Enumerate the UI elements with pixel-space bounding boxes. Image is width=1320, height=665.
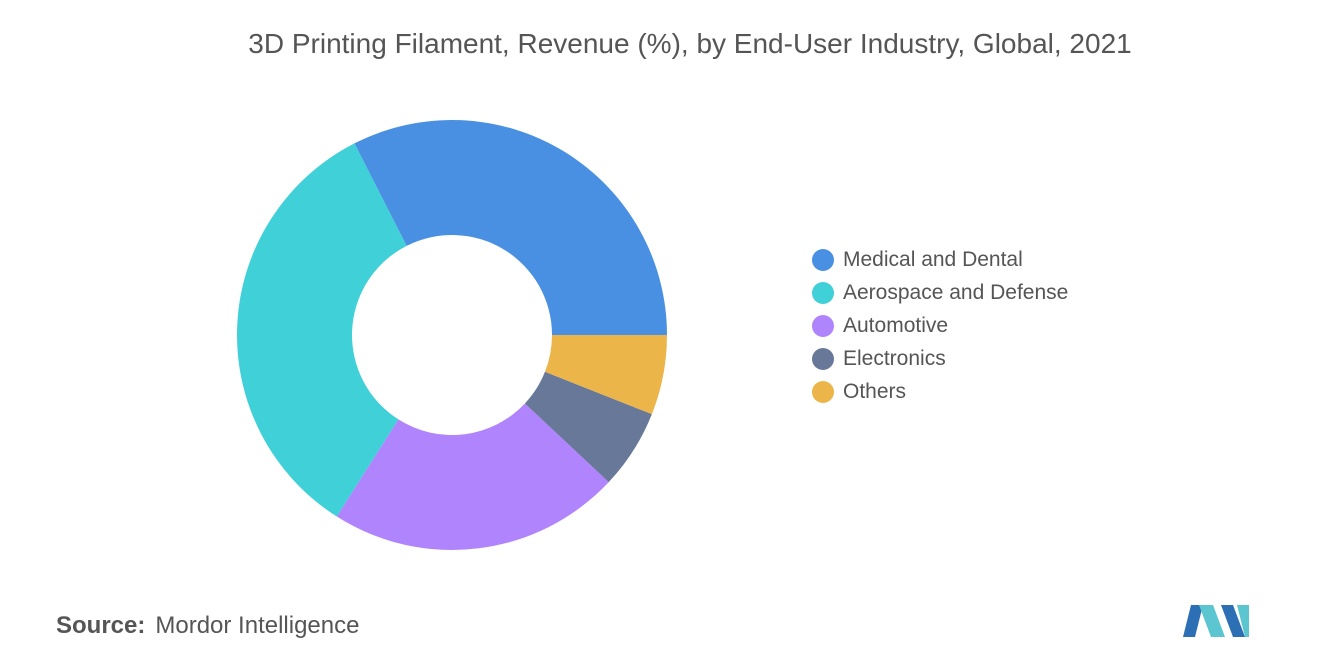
chart-legend: Medical and Dental Aerospace and Defense A… <box>812 243 1068 408</box>
donut-slice-aerospace-and-defense <box>236 143 407 517</box>
legend-label: Aerospace and Defense <box>843 280 1069 304</box>
legend-item-others: Others <box>812 375 1068 408</box>
legend-swatch <box>812 380 834 403</box>
legend-label: Others <box>843 379 907 403</box>
legend-swatch <box>812 347 834 370</box>
legend-label: Medical and Dental <box>843 247 1023 271</box>
logo-right-bar <box>1237 605 1249 637</box>
donut-slice-medical-and-dental <box>354 119 667 335</box>
donut-slice-electronics <box>524 371 652 483</box>
legend-item-medical-and-dental: Medical and Dental <box>812 243 1068 276</box>
chart-title: 3D Printing Filament, Revenue (%), by En… <box>248 28 1132 59</box>
donut-slice-automotive <box>336 403 609 550</box>
donut-slice-others <box>544 335 667 415</box>
source-label: Source: <box>56 612 146 639</box>
legend-swatch <box>812 248 834 271</box>
source-note: Source: Mordor Intelligence <box>56 612 359 640</box>
logo-middle-stroke <box>1199 605 1225 637</box>
logo-right-stroke <box>1221 605 1245 637</box>
legend-item-aerospace-and-defense: Aerospace and Defense <box>812 276 1068 309</box>
legend-label: Electronics <box>843 346 946 370</box>
legend-item-automotive: Automotive <box>812 309 1068 342</box>
legend-swatch <box>812 314 834 337</box>
legend-item-electronics: Electronics <box>812 342 1068 375</box>
donut-slices <box>236 119 667 550</box>
source-text: Mordor Intelligence <box>155 612 360 639</box>
logo-left-stroke <box>1183 605 1203 637</box>
legend-label: Automotive <box>843 313 949 337</box>
mordor-intelligence-logo-icon <box>1183 605 1249 637</box>
legend-swatch <box>812 281 834 304</box>
